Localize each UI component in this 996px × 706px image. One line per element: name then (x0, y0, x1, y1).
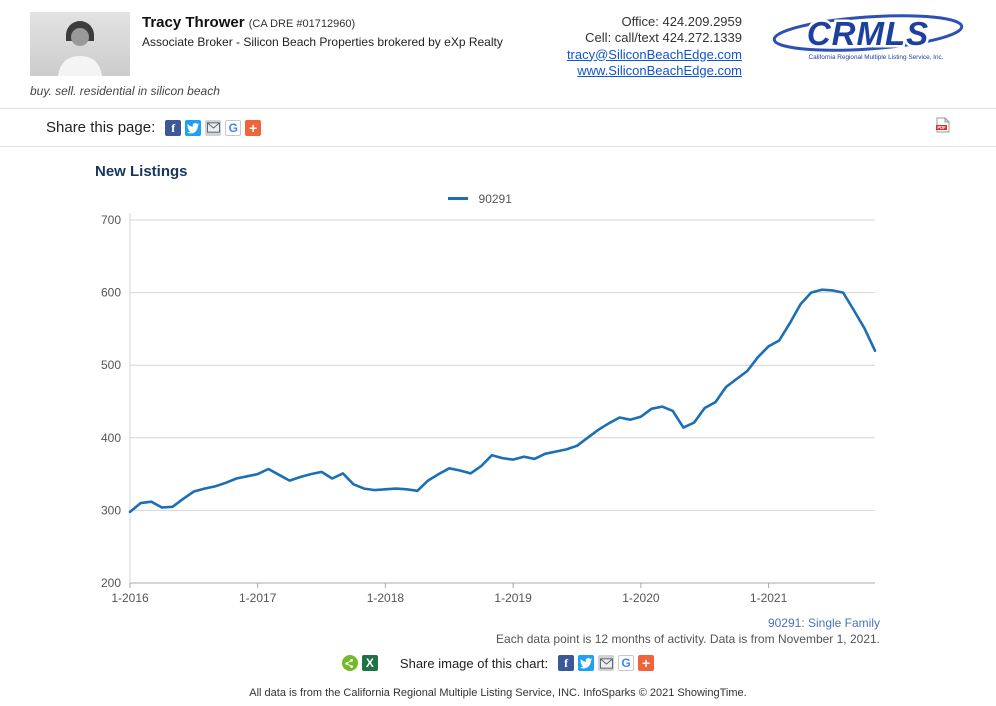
svg-text:1-2021: 1-2021 (750, 591, 788, 605)
pdf-icon[interactable]: PDF (936, 116, 951, 138)
footer: All data is from the California Regional… (0, 687, 996, 699)
crmls-logo-image: CRMLS California Regional Multiple Listi… (772, 13, 964, 61)
svg-text:1-2016: 1-2016 (111, 591, 149, 605)
addthis-plus-icon[interactable]: + (245, 119, 262, 136)
facebook-icon[interactable]: f (558, 655, 575, 672)
agent-info: Tracy Thrower (CA DRE #01712960) Associa… (142, 12, 503, 49)
email-icon[interactable] (598, 655, 615, 672)
website-link[interactable]: www.SiliconBeachEdge.com (577, 62, 742, 78)
series-note: 90291: Single Family (767, 616, 880, 630)
share-bar: Share this page: f G + PDF (0, 108, 996, 147)
share-chart-label: Share image of this chart: (399, 655, 549, 671)
svg-text:1-2018: 1-2018 (367, 591, 405, 605)
agent-photo-image (30, 12, 130, 76)
twitter-icon[interactable] (578, 655, 595, 672)
facebook-icon[interactable]: f (165, 119, 182, 136)
line-chart: 200 300 400 500 600 700 1-2016 1-2017 1-2018 1-20… (101, 213, 877, 605)
crmls-logo-text: CRMLS (807, 15, 929, 52)
sharethis-icon[interactable] (341, 655, 358, 672)
cell-phone: Cell: call/text 424.272.1339 (585, 30, 742, 46)
crmls-logo-subtext: California Regional Multiple Listing Ser… (809, 54, 944, 61)
twitter-icon[interactable] (185, 119, 202, 136)
chart-legend: 90291 (80, 190, 880, 206)
chart-notes: 90291: Single Family Each data point is … (80, 615, 880, 647)
legend-swatch (448, 197, 469, 201)
svg-text:1-2020: 1-2020 (622, 591, 660, 605)
svg-text:PDF: PDF (937, 125, 946, 130)
svg-text:300: 300 (101, 503, 121, 517)
email-icon[interactable] (205, 119, 222, 136)
svg-text:1-2017: 1-2017 (239, 591, 277, 605)
google-icon[interactable]: G (618, 655, 635, 672)
agent-tagline: buy. sell. residential in silicon beach (30, 84, 220, 98)
data-note: Each data point is 12 months of activity… (496, 632, 880, 647)
agent-name: Tracy Thrower (142, 14, 245, 31)
email-link[interactable]: tracy@SiliconBeachEdge.com (566, 46, 742, 62)
agent-license: (CA DRE #01712960) (248, 18, 356, 30)
footer-text: All data is from the California Regional… (249, 687, 747, 700)
share-chart-bar: X Share image of this chart: f G + (0, 655, 996, 672)
crmls-logo: CRMLS California Regional Multiple Listi… (770, 12, 966, 73)
google-icon[interactable]: G (225, 119, 242, 136)
addthis-plus-icon[interactable]: + (638, 655, 655, 672)
header: Tracy Thrower (CA DRE #01712960) Associa… (0, 0, 996, 98)
svg-text:600: 600 (101, 286, 121, 300)
legend-label: 90291 (478, 191, 512, 206)
share-page-label: Share this page: (46, 119, 156, 136)
chart-title: New Listings (95, 163, 188, 180)
svg-text:400: 400 (101, 431, 121, 445)
svg-text:500: 500 (101, 358, 121, 372)
agent-title: Associate Broker - Silicon Beach Propert… (142, 35, 503, 49)
chart-section: New Listings 90291 200 300 400 500 600 700 1-2… (80, 163, 890, 647)
contact-block: Office: 424.209.2959 Cell: call/text 424… (567, 12, 742, 79)
svg-text:200: 200 (101, 576, 121, 590)
agent-photo (30, 12, 130, 76)
svg-text:700: 700 (101, 213, 121, 227)
excel-icon[interactable]: X (361, 655, 378, 672)
office-phone: Office: 424.209.2959 (621, 14, 742, 29)
svg-text:1-2019: 1-2019 (494, 591, 532, 605)
